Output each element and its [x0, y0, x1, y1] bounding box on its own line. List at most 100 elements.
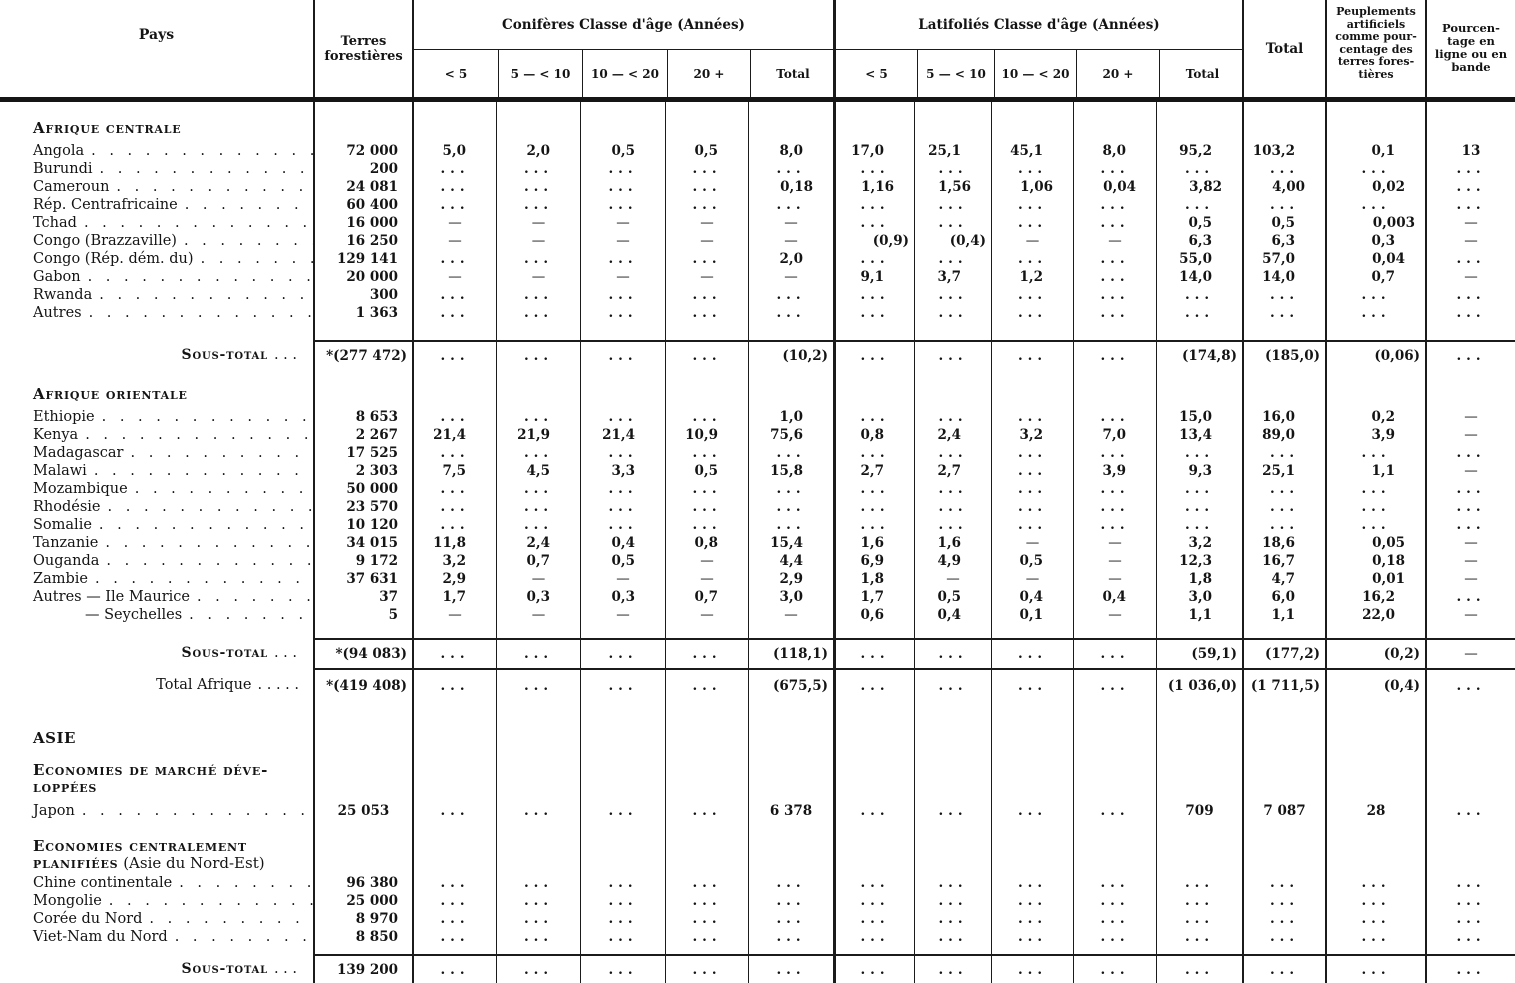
cell-peuplements-pct: 0,003 [1325, 214, 1425, 232]
cell-coniferes-20plus: 0,5 [665, 462, 748, 480]
cell-latifolies-20plus: ... [1073, 638, 1156, 668]
cell-terres-forestieres [313, 322, 412, 340]
cell-pct-ligne-bande: — [1425, 232, 1515, 250]
cell-latifolies-total [1156, 760, 1242, 798]
total-label: Total Afrique. . . . . [156, 677, 299, 693]
cell-latifolies-20plus: 8,0 [1073, 142, 1156, 160]
cell-latifolies-20plus [1073, 836, 1156, 874]
cell-latifolies-20plus: ... [1073, 196, 1156, 214]
section-heading-row: Afrique orientale [0, 384, 1515, 408]
cell-pays [0, 624, 313, 638]
cell-coniferes-10-20 [580, 728, 665, 750]
cell-latifolies-5-10: ... [914, 196, 991, 214]
cell-latifolies-20plus: ... [1073, 516, 1156, 534]
cell-pays [0, 322, 313, 340]
cell-latifolies-10-20: ... [991, 480, 1073, 498]
country-label: Zambie. . . . . . . . . . . . . . . . . … [33, 571, 313, 587]
cell-pays [0, 824, 313, 836]
cell-latifolies-20plus: 0,4 [1073, 588, 1156, 606]
cell-coniferes-total: ... [748, 286, 833, 304]
cell-coniferes-10-20: ... [580, 498, 665, 516]
cell-latifolies-10-20 [991, 370, 1073, 384]
cell-peuplements-pct [1325, 824, 1425, 836]
cell-latifolies-10-20: ... [991, 892, 1073, 910]
cell-pct-ligne-bande: — [1425, 214, 1515, 232]
cell-coniferes-20plus [665, 118, 748, 142]
cell-coniferes-10-20: 0,3 [580, 588, 665, 606]
cell-pct-ligne-bande [1425, 118, 1515, 142]
cell-latifolies-5-10: 1,6 [914, 534, 991, 552]
cell-terres-forestieres: 139 200 [313, 954, 412, 983]
cell-latifolies-20plus [1073, 946, 1156, 954]
cell-coniferes-lt5 [412, 946, 496, 954]
cell-coniferes-5-10: ... [496, 304, 580, 322]
cell-latifolies-10-20: ... [991, 798, 1073, 824]
country-label: Tchad. . . . . . . . . . . . . . . . . .… [33, 215, 313, 231]
cell-pct-ligne-bande: ... [1425, 480, 1515, 498]
cell-terres-forestieres: 8 653 [313, 408, 412, 426]
cell-total [1242, 624, 1325, 638]
country-row: — Seychelles. . . . . . . . . . . . . . … [0, 606, 1515, 624]
country-label: Rwanda. . . . . . . . . . . . . . . . . … [33, 287, 313, 303]
cell-coniferes-5-10: ... [496, 408, 580, 426]
cell-coniferes-10-20: 0,4 [580, 534, 665, 552]
cell-coniferes-10-20: ... [580, 408, 665, 426]
cell-coniferes-5-10: 21,9 [496, 426, 580, 444]
cell-coniferes-20plus: ... [665, 250, 748, 268]
cell-latifolies-10-20: ... [991, 954, 1073, 983]
cell-coniferes-lt5 [412, 760, 496, 798]
cell-latifolies-20plus [1073, 702, 1156, 728]
cell-coniferes-5-10: — [496, 268, 580, 286]
cell-total: ... [1242, 480, 1325, 498]
country-row: Malawi. . . . . . . . . . . . . . . . . … [0, 462, 1515, 480]
cell-pct-ligne-bande [1425, 384, 1515, 408]
country-label: Burundi. . . . . . . . . . . . . . . . .… [33, 161, 313, 177]
cell-latifolies-20plus [1073, 824, 1156, 836]
cell-latifolies-20plus [1073, 728, 1156, 750]
cell-latifolies-total: ... [1156, 498, 1242, 516]
spacer-row [0, 624, 1515, 638]
cell-pct-ligne-bande: ... [1425, 160, 1515, 178]
cell-coniferes-5-10 [496, 946, 580, 954]
cell-latifolies-5-10: ... [914, 668, 991, 702]
cell-latifolies-total: 1,8 [1156, 570, 1242, 588]
cell-latifolies-5-10 [914, 322, 991, 340]
cell-coniferes-10-20: ... [580, 178, 665, 196]
cell-peuplements-pct: ... [1325, 160, 1425, 178]
cell-latifolies-total: ... [1156, 196, 1242, 214]
cell-coniferes-5-10: ... [496, 286, 580, 304]
country-row: Ouganda. . . . . . . . . . . . . . . . .… [0, 552, 1515, 570]
cell-latifolies-lt5 [833, 102, 914, 118]
cell-pct-ligne-bande: ... [1425, 928, 1515, 946]
section-heading: ASIE [33, 729, 76, 747]
cell-coniferes-20plus [665, 624, 748, 638]
cell-latifolies-total: 3,2 [1156, 534, 1242, 552]
cell-latifolies-20plus: ... [1073, 444, 1156, 462]
cell-latifolies-total: 13,4 [1156, 426, 1242, 444]
cell-latifolies-lt5: 1,7 [833, 588, 914, 606]
cell-latifolies-10-20: ... [991, 498, 1073, 516]
age-col-header: Total [750, 50, 835, 97]
cell-coniferes-20plus: ... [665, 304, 748, 322]
cell-coniferes-total [748, 624, 833, 638]
cell-coniferes-20plus [665, 384, 748, 408]
coniferes-group-title: Conifères Classe d'âge (Années) [502, 16, 745, 33]
cell-coniferes-lt5: ... [412, 638, 496, 668]
country-label: Kenya. . . . . . . . . . . . . . . . . .… [33, 427, 313, 443]
cell-coniferes-5-10: ... [496, 892, 580, 910]
cell-latifolies-5-10: ... [914, 444, 991, 462]
country-label: Ethiopie. . . . . . . . . . . . . . . . … [33, 409, 313, 425]
cell-latifolies-total [1156, 824, 1242, 836]
cell-coniferes-lt5: ... [412, 178, 496, 196]
cell-peuplements-pct [1325, 836, 1425, 874]
cell-latifolies-10-20 [991, 760, 1073, 798]
cell-terres-forestieres [313, 384, 412, 408]
cell-coniferes-20plus [665, 728, 748, 750]
cell-latifolies-total [1156, 370, 1242, 384]
cell-latifolies-lt5: ... [833, 638, 914, 668]
cell-pct-ligne-bande [1425, 702, 1515, 728]
cell-latifolies-lt5: ... [833, 516, 914, 534]
cell-coniferes-10-20 [580, 102, 665, 118]
country-label: Chine continentale. . . . . . . . . . . … [33, 875, 313, 891]
cell-terres-forestieres: 72 000 [313, 142, 412, 160]
